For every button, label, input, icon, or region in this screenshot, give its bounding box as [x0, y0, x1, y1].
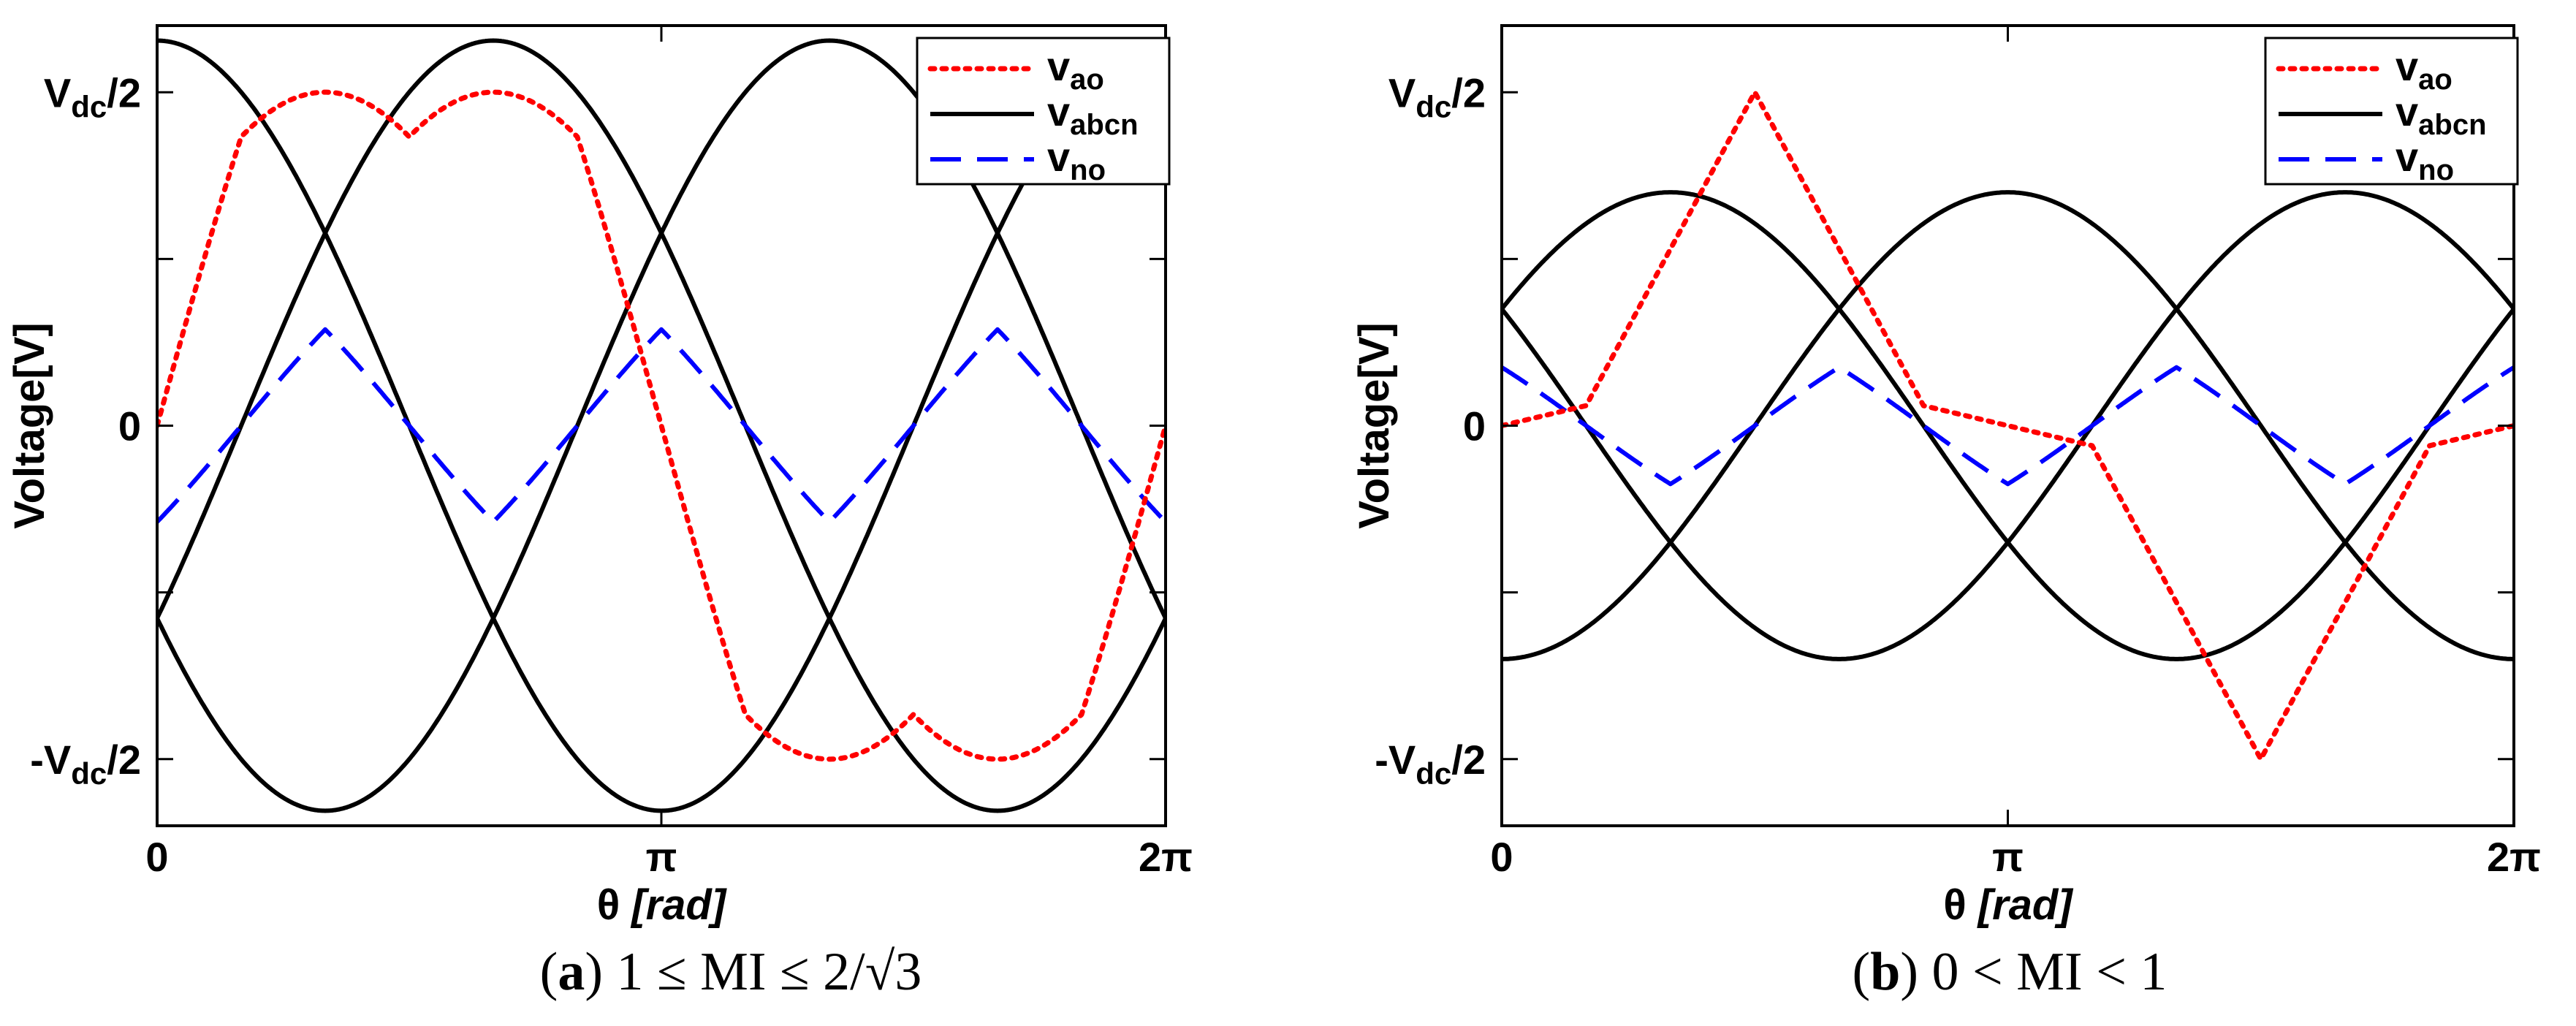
caption-panel-b: (b) 0 < MI < 1: [1852, 942, 2167, 1002]
legend-entry-label: vabcn: [2395, 88, 2487, 141]
legend-entry-label: vao: [2395, 43, 2452, 96]
x-tick-label: 2π: [2487, 834, 2541, 880]
caption-letter: a: [558, 942, 585, 1002]
x-tick-label: 0: [1490, 834, 1513, 880]
x-tick-label: π: [1992, 834, 2024, 880]
y-axis-label: Voltage[V]: [6, 322, 53, 529]
series-v-abcn-phase-a: [1502, 190, 2514, 661]
y-tick-label: Vdc/2: [1388, 69, 1486, 123]
y-tick-label: -Vdc/2: [1375, 737, 1486, 791]
legend-entry-label: vao: [1047, 43, 1104, 96]
y-tick-label: -Vdc/2: [30, 737, 141, 791]
caption-condition: 0 < MI < 1: [1931, 942, 2167, 1002]
x-axis-label: θ [rad]: [1943, 881, 2073, 929]
caption-letter: b: [1870, 942, 1901, 1002]
series-v-no: [1502, 365, 2514, 487]
x-tick-label: 2π: [1139, 834, 1193, 880]
series-v-ao: [1502, 89, 2514, 762]
y-tick-label: Vdc/2: [44, 69, 141, 123]
caption-condition: 1 ≤ MI ≤ 2/√3: [616, 942, 922, 1002]
series-v-abcn-phase-b: [1502, 190, 2514, 661]
y-axis-label: Voltage[V]: [1350, 322, 1398, 529]
x-tick-label: 0: [145, 834, 168, 880]
series-group: [1502, 89, 2514, 762]
y-tick-label: 0: [118, 403, 141, 449]
series-v-no: [157, 327, 1166, 525]
series-v-abcn-phase-c: [1502, 190, 2514, 661]
x-tick-label: π: [646, 834, 677, 880]
series-v-ao: [157, 89, 1166, 762]
legend-entry-label: vabcn: [1047, 88, 1139, 141]
caption-panel-a: (a) 1 ≤ MI ≤ 2/√3: [539, 942, 922, 1002]
legend-entry-label: vno: [2395, 134, 2454, 186]
legend-entry-label: vno: [1047, 134, 1106, 186]
y-tick-label: 0: [1463, 403, 1486, 449]
series-v-abcn-phase-c: [157, 38, 1166, 813]
x-axis-label: θ [rad]: [597, 881, 727, 929]
